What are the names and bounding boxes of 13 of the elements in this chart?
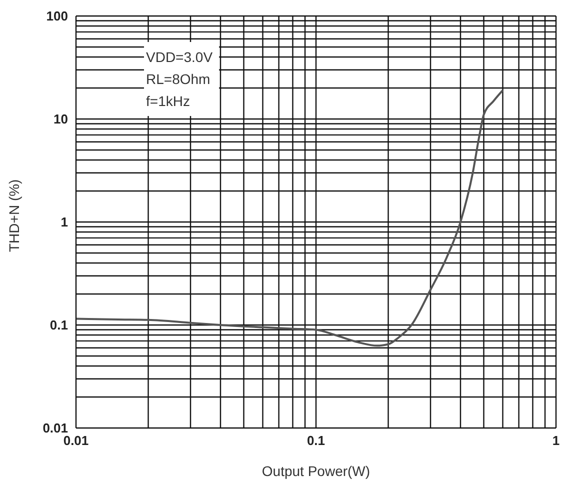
annotation: f=1kHz bbox=[146, 92, 191, 111]
annotation: VDD=3.0V bbox=[146, 48, 213, 67]
x-tick-label: 0.01 bbox=[63, 433, 89, 448]
y-tick-label: 10 bbox=[54, 112, 68, 127]
x-tick-label: 0.1 bbox=[306, 433, 326, 448]
x-tick-label: 1 bbox=[552, 433, 560, 448]
annotation: RL=8Ohm bbox=[146, 70, 212, 89]
y-axis-title: THD+N (%) bbox=[6, 179, 22, 252]
y-tick-label: 0.1 bbox=[50, 318, 68, 333]
y-tick-label: 1 bbox=[60, 214, 68, 230]
x-axis-title: Output Power(W) bbox=[262, 463, 370, 479]
y-tick-label: 100 bbox=[46, 8, 68, 24]
y-tick-label: 0.01 bbox=[42, 420, 68, 436]
